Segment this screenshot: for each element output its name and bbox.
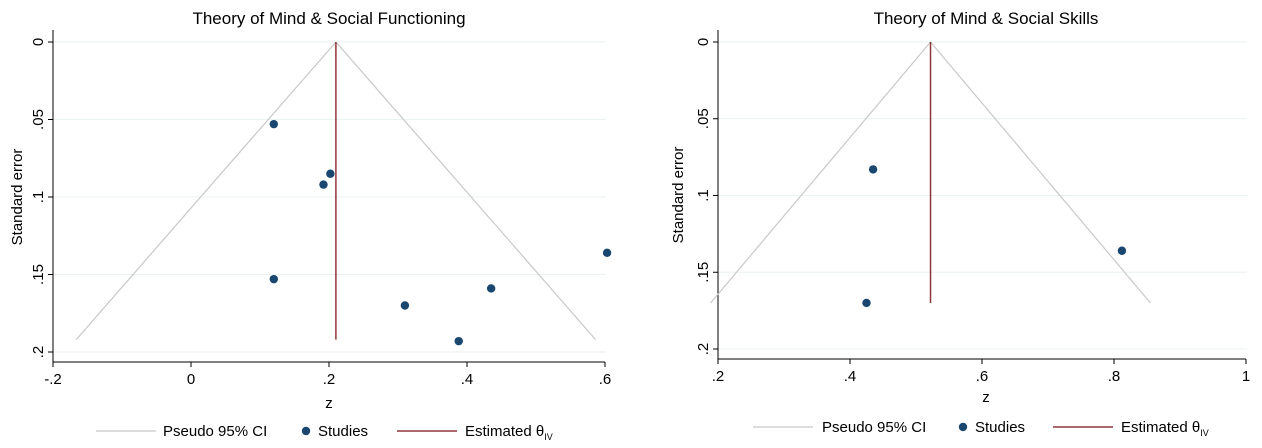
chart-title: Theory of Mind & Social Functioning: [192, 9, 465, 28]
x-tick-label: .8: [1108, 368, 1121, 385]
study-point: [319, 180, 328, 189]
study-point: [868, 165, 878, 174]
study-point: [862, 298, 871, 308]
x-tick-label: .2: [323, 371, 336, 388]
ci-left-line: [710, 41, 931, 304]
legend: Pseudo 95% CI Studies Estimated θIV: [96, 423, 553, 442]
x-tick-label: 0: [187, 371, 195, 388]
x-tick-label: -.2: [44, 371, 62, 388]
funnel-plot-1: Theory of Mind & Social Functioning 0 .05.…: [9, 9, 612, 442]
y-tick-label: .1: [695, 189, 712, 202]
x-axis-label: z: [325, 395, 333, 412]
legend-ci-label: Pseudo 95% CI: [163, 423, 267, 440]
ci-left-line: [75, 41, 337, 340]
x-tick-label: .2: [712, 368, 725, 385]
legend-estimate-label: Estimated θIV: [465, 423, 553, 442]
study-point: [454, 336, 463, 346]
legend-studies-label: Studies: [318, 423, 368, 440]
study-point: [602, 248, 612, 257]
y-tick-label: 0: [695, 38, 712, 46]
legend: Pseudo 95% CI Studies Estimated θIV: [753, 419, 1209, 438]
legend-estimate-subscript: IV: [1200, 428, 1209, 438]
y-tick-label: .2: [30, 346, 47, 359]
x-axis-label: z: [982, 389, 990, 406]
ci-right-line: [930, 41, 1151, 304]
x-tick-label: .6: [599, 371, 612, 388]
legend-estimate-label: Estimated θIV: [1121, 419, 1209, 438]
study-point: [269, 274, 278, 284]
x-tick-label: .4: [844, 368, 857, 385]
y-tick-label: .2: [695, 343, 712, 356]
funnel-plot-2: Theory of Mind & Social Skills 0 .05 .1 .15.…: [670, 9, 1250, 438]
ci-right-line: [335, 41, 597, 340]
legend-estimate-subscript: IV: [544, 432, 553, 442]
legend-ci-label: Pseudo 95% CI: [822, 419, 926, 436]
legend-studies-label: Studies: [975, 419, 1025, 436]
study-point: [486, 284, 496, 293]
y-tick-label: 0: [30, 38, 47, 46]
study-point: [269, 119, 278, 129]
study-point: [1117, 246, 1127, 255]
y-tick-label: .15: [695, 262, 712, 283]
legend-estimate-main: Estimated θ: [1121, 419, 1200, 436]
y-tick-label: .15: [30, 264, 47, 285]
x-tick-label: .6: [976, 368, 989, 385]
legend-studies-swatch: [958, 422, 968, 432]
y-axis-label: Standard error: [670, 147, 687, 244]
study-point: [326, 169, 335, 178]
y-axis-label: Standard error: [9, 149, 26, 246]
y-tick-label: .1: [30, 191, 47, 204]
chart-title: Theory of Mind & Social Skills: [874, 9, 1099, 28]
y-tick-label: .05: [695, 108, 712, 129]
x-tick-label: .4: [461, 371, 474, 388]
x-tick-label: 1: [1242, 368, 1250, 385]
legend-studies-swatch: [301, 426, 311, 436]
y-tick-label: .05: [30, 109, 47, 130]
legend-estimate-main: Estimated θ: [465, 423, 544, 440]
study-point: [400, 301, 410, 310]
